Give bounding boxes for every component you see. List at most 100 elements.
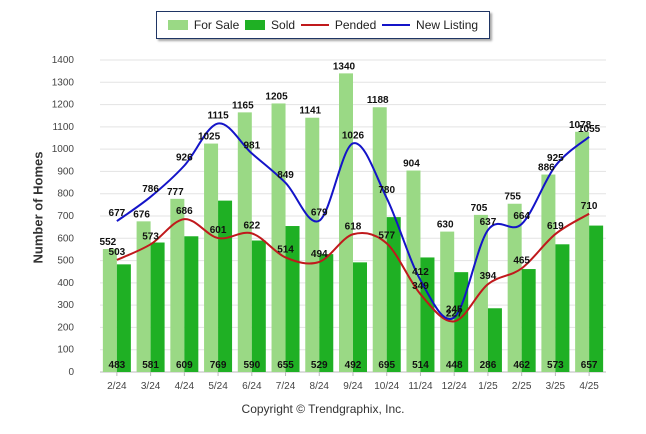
pended-value-label: 503 bbox=[109, 247, 126, 258]
new-listing-value-label: 1055 bbox=[578, 124, 601, 135]
x-tick-label: 10/24 bbox=[374, 381, 399, 392]
sold-value-label: 590 bbox=[243, 360, 260, 371]
y-tick-label: 1100 bbox=[52, 122, 74, 133]
sold-value-label: 573 bbox=[547, 360, 564, 371]
x-tick-label: 2/25 bbox=[512, 381, 532, 392]
for-sale-value-label: 1078 bbox=[569, 120, 592, 131]
pended-line-swatch bbox=[300, 24, 329, 26]
for-sale-value-label: 904 bbox=[403, 159, 420, 170]
sold-bar bbox=[319, 254, 334, 372]
y-tick-label: 600 bbox=[57, 233, 74, 244]
y-tick-label: 1300 bbox=[52, 77, 75, 88]
sold-swatch bbox=[245, 20, 266, 30]
for-sale-bar bbox=[271, 103, 286, 372]
pended-value-label: 465 bbox=[513, 255, 530, 266]
legend-item-sold[interactable]: Sold bbox=[245, 18, 295, 32]
for-sale-bar bbox=[406, 170, 421, 372]
pended-value-label: 349 bbox=[412, 281, 429, 292]
sold-bar bbox=[521, 269, 536, 372]
pended-line bbox=[116, 212, 590, 323]
sold-value-label: 529 bbox=[311, 360, 328, 371]
sold-bar bbox=[251, 240, 266, 372]
x-tick-label: 3/24 bbox=[141, 381, 161, 392]
for-sale-bar bbox=[473, 214, 488, 372]
for-sale-bar bbox=[575, 131, 590, 372]
new-listing-line bbox=[116, 122, 590, 320]
x-tick-label: 6/24 bbox=[242, 381, 262, 392]
y-tick-label: 100 bbox=[57, 345, 74, 356]
sold-bar bbox=[218, 200, 233, 372]
for-sale-bar bbox=[507, 203, 522, 372]
for-sale-value-label: 1165 bbox=[232, 100, 254, 111]
sold-value-label: 581 bbox=[142, 360, 159, 371]
for-sale-bar bbox=[204, 143, 219, 372]
sold-bar bbox=[589, 225, 604, 372]
new-listing-line-swatch bbox=[382, 24, 411, 26]
for-sale-value-label: 705 bbox=[471, 203, 488, 214]
y-tick-label: 1200 bbox=[52, 100, 75, 111]
x-tick-label: 2/24 bbox=[107, 381, 127, 392]
sold-value-label: 695 bbox=[378, 360, 395, 371]
data-labels: 552 483 503 677 676 581 573 786 777 609 686 926 1025… bbox=[100, 61, 601, 371]
x-tick-label: 4/24 bbox=[175, 381, 195, 392]
new-listing-value-label: 1026 bbox=[342, 130, 365, 141]
for-sale-value-label: 676 bbox=[133, 209, 150, 220]
legend: For Sale Sold Pended New Listing bbox=[156, 11, 490, 39]
x-tick-label: 5/24 bbox=[208, 381, 228, 392]
sold-bar bbox=[116, 264, 131, 372]
sold-value-label: 448 bbox=[446, 360, 463, 371]
x-tick-label: 12/24 bbox=[442, 381, 467, 392]
for-sale-bars bbox=[102, 73, 590, 372]
copyright-footer: Copyright © Trendgraphix, Inc. bbox=[241, 402, 405, 416]
pended-value-label: 601 bbox=[210, 225, 227, 236]
pended-value-label: 622 bbox=[243, 220, 260, 231]
x-tick-label: 3/25 bbox=[546, 381, 566, 392]
pended-value-label: 577 bbox=[378, 230, 395, 241]
y-axis-label: Number of Homes bbox=[30, 151, 46, 264]
for-sale-bar bbox=[305, 117, 320, 372]
sold-bar bbox=[184, 236, 199, 372]
new-listing-value-label: 245 bbox=[446, 304, 463, 315]
pended-value-label: 710 bbox=[581, 201, 598, 212]
new-listing-value-label: 926 bbox=[176, 153, 193, 164]
for-sale-value-label: 755 bbox=[504, 192, 521, 203]
y-tick-label: 900 bbox=[57, 166, 74, 177]
sold-value-label: 286 bbox=[480, 360, 497, 371]
trend-lines bbox=[116, 122, 590, 323]
sold-value-label: 609 bbox=[176, 360, 193, 371]
new-listing-value-label: 780 bbox=[378, 185, 395, 196]
for-sale-value-label: 777 bbox=[167, 187, 184, 198]
pended-value-label: 686 bbox=[176, 206, 193, 217]
y-tick-label: 400 bbox=[57, 278, 74, 289]
pended-value-label: 619 bbox=[547, 221, 564, 232]
for-sale-bar bbox=[170, 198, 185, 372]
for-sale-bar bbox=[440, 231, 455, 372]
legend-label-for-sale: For Sale bbox=[193, 18, 240, 32]
x-tick-label: 4/25 bbox=[579, 381, 599, 392]
new-listing-value-label: 981 bbox=[243, 140, 260, 151]
for-sale-value-label: 1205 bbox=[265, 91, 288, 102]
y-tick-label: 1400 bbox=[52, 55, 75, 66]
for-sale-value-label: 886 bbox=[538, 163, 555, 174]
new-listing-value-label: 412 bbox=[412, 267, 429, 278]
legend-item-pended[interactable]: Pended bbox=[300, 18, 377, 32]
legend-item-new-listing[interactable]: New Listing bbox=[382, 18, 478, 32]
sold-bar bbox=[353, 262, 367, 372]
y-tick-label: 300 bbox=[57, 300, 74, 311]
new-listing-value-label: 1115 bbox=[207, 111, 229, 122]
legend-item-for-sale[interactable]: For Sale bbox=[167, 18, 240, 32]
sold-value-label: 655 bbox=[277, 360, 294, 371]
new-listing-value-label: 849 bbox=[277, 170, 294, 181]
new-listing-value-label: 677 bbox=[109, 208, 126, 219]
sold-bars bbox=[116, 200, 604, 372]
legend-label-pended: Pended bbox=[334, 18, 377, 32]
legend-label-sold: Sold bbox=[271, 18, 296, 32]
sold-value-label: 769 bbox=[210, 360, 227, 371]
new-listing-value-label: 637 bbox=[480, 217, 497, 228]
for-sale-value-label: 1025 bbox=[198, 132, 221, 143]
pended-value-label: 618 bbox=[345, 221, 362, 232]
new-listing-value-label: 925 bbox=[547, 153, 564, 164]
for-sale-bar bbox=[237, 112, 252, 372]
pended-value-label: 514 bbox=[277, 244, 294, 255]
